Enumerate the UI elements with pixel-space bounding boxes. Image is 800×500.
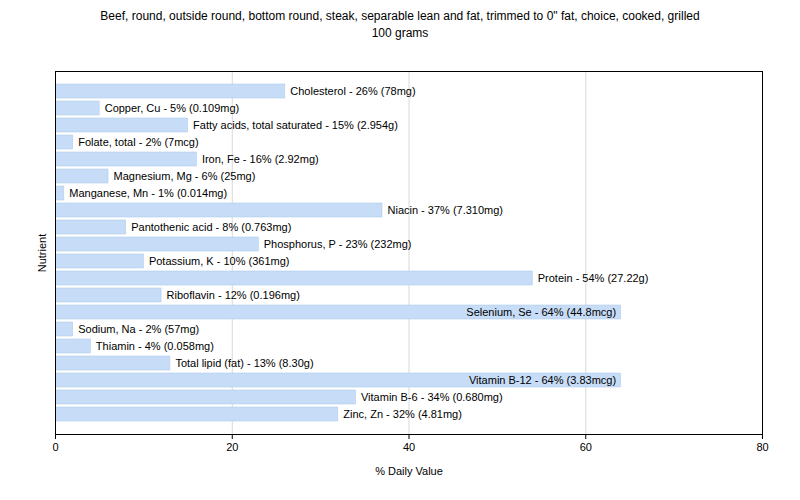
svg-text:Niacin - 37% (7.310mg): Niacin - 37% (7.310mg) [387,204,503,216]
svg-text:Magnesium, Mg - 6% (25mg): Magnesium, Mg - 6% (25mg) [114,170,256,182]
svg-text:Zinc, Zn - 32% (4.81mg): Zinc, Zn - 32% (4.81mg) [343,408,462,420]
svg-text:Riboflavin - 12% (0.196mg): Riboflavin - 12% (0.196mg) [167,289,300,301]
svg-text:Phosphorus, P - 23% (232mg): Phosphorus, P - 23% (232mg) [264,238,412,250]
svg-text:80: 80 [756,441,768,453]
svg-text:Thiamin - 4% (0.058mg): Thiamin - 4% (0.058mg) [96,340,214,352]
svg-text:Pantothenic acid - 8% (0.763mg: Pantothenic acid - 8% (0.763mg) [131,221,291,233]
svg-text:% Daily Value: % Daily Value [375,465,443,477]
html-text:Beef, round, outside round, bo: Beef, round, outside round, bottom round… [100,9,700,23]
svg-text:60: 60 [580,441,592,453]
svg-text:Folate, total - 2% (7mcg): Folate, total - 2% (7mcg) [78,136,198,148]
svg-text:Potassium, K - 10% (361mg): Potassium, K - 10% (361mg) [149,255,290,267]
svg-text:Vitamin B-12 - 64% (3.83mcg): Vitamin B-12 - 64% (3.83mcg) [469,374,616,386]
svg-text:Fatty acids, total saturated -: Fatty acids, total saturated - 15% (2.95… [193,119,398,131]
svg-text:Protein - 54% (27.22g): Protein - 54% (27.22g) [538,272,649,284]
svg-text:Selenium, Se - 64% (44.8mcg): Selenium, Se - 64% (44.8mcg) [466,306,616,318]
svg-text:Vitamin B-6 - 34% (0.680mg): Vitamin B-6 - 34% (0.680mg) [361,391,503,403]
svg-text:Sodium, Na - 2% (57mg): Sodium, Na - 2% (57mg) [78,323,199,335]
svg-text:Cholesterol - 26% (78mg): Cholesterol - 26% (78mg) [290,85,415,97]
svg-text:20: 20 [226,441,238,453]
svg-text:Manganese, Mn - 1% (0.014mg): Manganese, Mn - 1% (0.014mg) [69,187,227,199]
svg-text:Nutrient: Nutrient [36,234,48,273]
svg-text:40: 40 [403,441,415,453]
html-text:100 grams: 100 grams [371,26,429,40]
svg-text:Total lipid (fat) - 13% (8.30g: Total lipid (fat) - 13% (8.30g) [175,357,313,369]
svg-text:Iron, Fe - 16% (2.92mg): Iron, Fe - 16% (2.92mg) [202,153,319,165]
svg-text:Copper, Cu - 5% (0.109mg): Copper, Cu - 5% (0.109mg) [105,102,240,114]
svg-text:0: 0 [52,441,58,453]
